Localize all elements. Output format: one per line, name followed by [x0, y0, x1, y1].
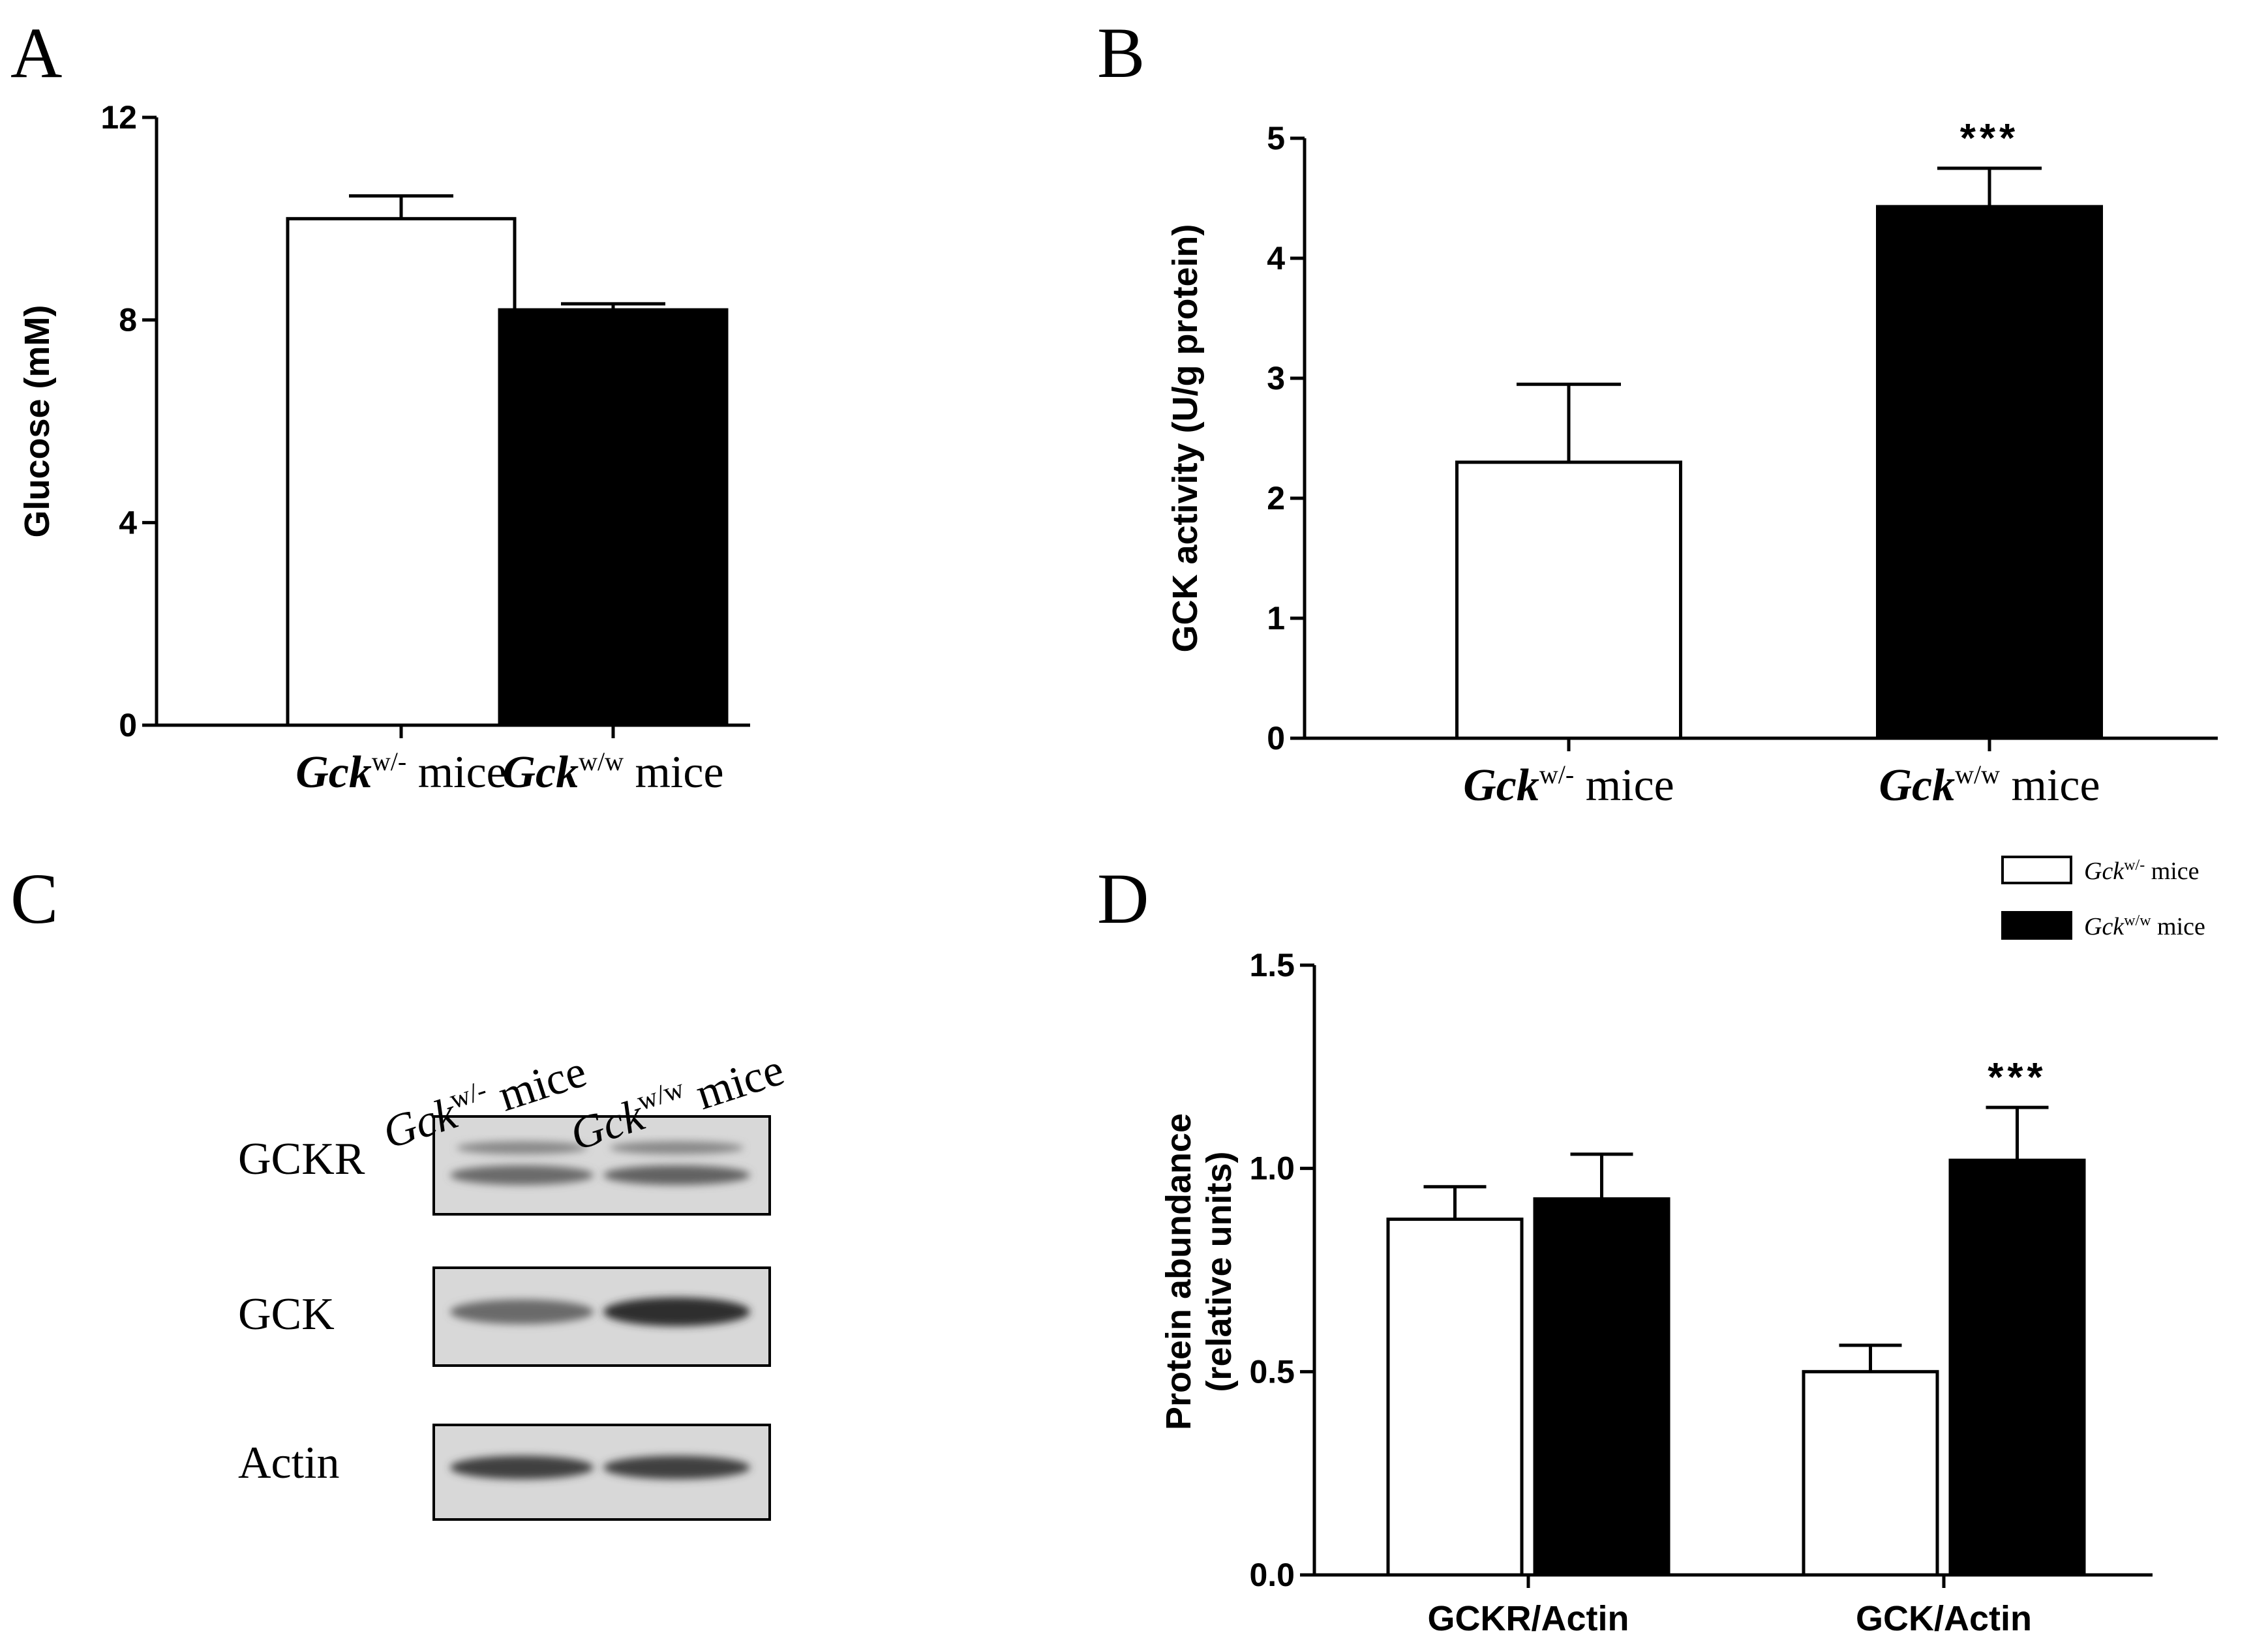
- y-axis-label: Protein abundance(relative units): [1159, 1113, 1239, 1430]
- blot-band: [450, 1165, 594, 1185]
- bar: [1533, 1197, 1671, 1577]
- blot-strip: [432, 1115, 771, 1216]
- y-axis-label: GCK activity (U/g protein): [1166, 224, 1205, 652]
- blot-band: [450, 1456, 594, 1480]
- legend-swatch: [2001, 856, 2072, 884]
- gene-name: Gck: [2084, 913, 2124, 940]
- blot-row-label: GCKR: [238, 1134, 365, 1184]
- mice-suffix: mice: [624, 747, 724, 798]
- significance-marker: ***: [1988, 1055, 2046, 1100]
- y-tick-label: 8: [119, 302, 137, 338]
- significance-marker: ***: [1960, 116, 2019, 161]
- blot-band: [603, 1297, 750, 1326]
- gene-name: Gck: [502, 747, 579, 798]
- mice-suffix: mice: [2000, 760, 2100, 811]
- genotype-superscript: w/-: [2124, 857, 2145, 874]
- mice-suffix: mice: [406, 747, 507, 798]
- genotype-superscript: w/-: [1539, 760, 1574, 789]
- y-tick-label: 1.0: [1249, 1150, 1295, 1187]
- y-tick-label: 5: [1267, 120, 1285, 157]
- genotype-superscript: w/w: [579, 747, 624, 776]
- panel-letter-b: B: [1097, 13, 1145, 93]
- bar: [498, 308, 729, 727]
- bar: [1876, 205, 2103, 740]
- genotype-superscript: w/w: [2124, 912, 2151, 929]
- y-tick-label: 4: [1267, 240, 1285, 277]
- gene-name: Gck: [1463, 760, 1539, 811]
- panel-letter-c: C: [10, 859, 58, 938]
- mice-suffix: mice: [2145, 858, 2199, 885]
- y-tick-label: 2: [1267, 480, 1285, 516]
- gene-name: Gck: [2084, 858, 2124, 885]
- legend-label: Gckw/- mice: [2084, 857, 2200, 885]
- legend-label: Gckw/w mice: [2084, 912, 2205, 940]
- y-tick-label: 0.5: [1249, 1353, 1295, 1390]
- x-tick-label: GCKR/Actin: [1428, 1599, 1629, 1638]
- blot-band: [450, 1299, 594, 1324]
- y-tick-label: 3: [1267, 360, 1285, 397]
- bar: [286, 217, 517, 727]
- gene-name: Gck: [1879, 760, 1955, 811]
- y-tick-label: 4: [119, 504, 137, 541]
- x-tick-label: Gckw/w mice: [1879, 760, 2100, 811]
- y-axis-label: Glucose (mM): [18, 305, 57, 537]
- legend-swatch: [2001, 911, 2072, 940]
- blot-band: [457, 1141, 587, 1154]
- genotype-superscript: w/w: [1955, 760, 2000, 789]
- y-tick-label: 0: [119, 707, 137, 743]
- x-tick-label: GCK/Actin: [1856, 1599, 2032, 1638]
- gene-name: Gck: [295, 747, 372, 798]
- panel-letter-a: A: [10, 13, 62, 93]
- bar: [1386, 1218, 1524, 1577]
- y-tick-label: 1.5: [1249, 947, 1295, 983]
- bar: [1948, 1158, 2086, 1577]
- blot-band: [610, 1141, 744, 1154]
- y-tick-label: 1: [1267, 600, 1285, 636]
- mice-suffix: mice: [679, 1045, 790, 1124]
- y-tick-label: 0.0: [1249, 1557, 1295, 1593]
- blot-row-label: GCK: [238, 1289, 335, 1339]
- y-tick-label: 12: [100, 99, 137, 136]
- y-tick-label: 0: [1267, 720, 1285, 756]
- mice-suffix: mice: [1574, 760, 1674, 811]
- x-tick-label: Gckw/w mice: [502, 747, 723, 798]
- bar: [1802, 1369, 1939, 1577]
- x-tick-label: Gckw/- mice: [1463, 760, 1674, 811]
- x-tick-label: Gckw/- mice: [295, 747, 507, 798]
- blot-band: [603, 1165, 750, 1185]
- mice-suffix: mice: [2151, 913, 2205, 940]
- chart-protein-abundance: 0.0 0.5 1.0 1.5 GCKR/Actin *** GCK/Actin Protei…: [1159, 856, 2205, 1638]
- genotype-superscript: w/-: [372, 747, 406, 776]
- y-axis-label-line: Protein abundance: [1159, 1113, 1198, 1430]
- y-axis-label-line: (relative units): [1200, 1151, 1239, 1392]
- blot-row-label: Actin: [238, 1438, 340, 1488]
- blot-band: [603, 1456, 750, 1480]
- panel-letter-d: D: [1097, 859, 1149, 938]
- bar: [1455, 460, 1682, 740]
